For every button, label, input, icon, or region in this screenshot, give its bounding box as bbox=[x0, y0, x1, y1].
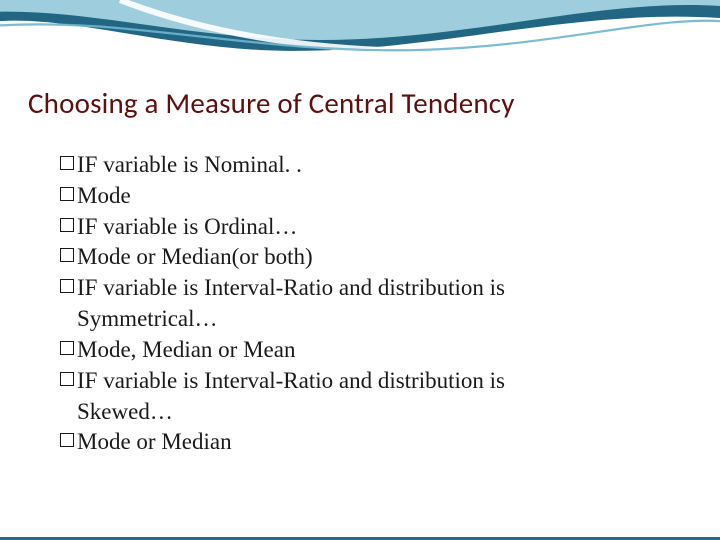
square-bullet-icon bbox=[60, 156, 74, 170]
bullet-text: Mode, Median or Mean bbox=[77, 335, 295, 366]
bullet-text: IF variable is Interval-Ratio and distri… bbox=[77, 273, 505, 304]
bullet-continuation: Symmetrical… bbox=[60, 304, 670, 335]
slide-title: Choosing a Measure of Central Tendency bbox=[28, 85, 515, 121]
square-bullet-icon bbox=[60, 248, 74, 262]
bullet-text: Mode or Median bbox=[77, 427, 232, 458]
bullet-text: IF variable is Ordinal… bbox=[77, 212, 297, 243]
bottom-border-rule bbox=[0, 537, 720, 540]
bullet-text: Mode bbox=[77, 181, 131, 212]
bullet-text: IF variable is Nominal. . bbox=[77, 150, 302, 181]
bullet-continuation: Skewed… bbox=[60, 397, 670, 428]
square-bullet-icon bbox=[60, 341, 74, 355]
square-bullet-icon bbox=[60, 372, 74, 386]
slide-body: IF variable is Nominal. .ModeIF variable… bbox=[60, 150, 670, 458]
bullet-item: Mode or Median bbox=[60, 427, 670, 458]
square-bullet-icon bbox=[60, 433, 74, 447]
square-bullet-icon bbox=[60, 187, 74, 201]
bullet-text: Mode or Median(or both) bbox=[77, 242, 313, 273]
bullet-item: IF variable is Interval-Ratio and distri… bbox=[60, 273, 670, 304]
bullet-text: IF variable is Interval-Ratio and distri… bbox=[77, 366, 505, 397]
bullet-item: Mode or Median(or both) bbox=[60, 242, 670, 273]
bullet-item: Mode, Median or Mean bbox=[60, 335, 670, 366]
bullet-item: Mode bbox=[60, 181, 670, 212]
bullet-item: IF variable is Nominal. . bbox=[60, 150, 670, 181]
square-bullet-icon bbox=[60, 218, 74, 232]
square-bullet-icon bbox=[60, 279, 74, 293]
bullet-item: IF variable is Ordinal… bbox=[60, 212, 670, 243]
bullet-item: IF variable is Interval-Ratio and distri… bbox=[60, 366, 670, 397]
